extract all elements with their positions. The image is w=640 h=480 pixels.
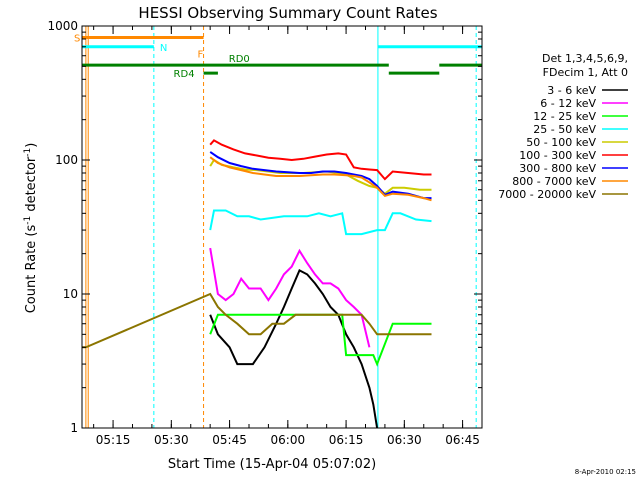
- flag-label: RD4: [174, 69, 195, 80]
- series-line: [82, 292, 432, 349]
- legend-label: 100 - 300 keV: [519, 149, 596, 162]
- legend-label: 6 - 12 keV: [540, 97, 596, 110]
- x-tick-label: 06:30: [387, 433, 422, 447]
- x-tick-label: 06:00: [271, 433, 306, 447]
- flag-label: RD0: [229, 54, 250, 65]
- legend-label: 25 - 50 keV: [533, 123, 596, 136]
- y-tick-label: 10: [63, 287, 78, 301]
- chart-title: HESSI Observing Summary Count Rates: [138, 4, 437, 22]
- series-line: [209, 156, 432, 202]
- flag-label: S: [74, 34, 80, 45]
- x-tick-label: 05:30: [154, 433, 189, 447]
- plot-frame: [81, 25, 483, 429]
- y-tick-label: 1000: [47, 19, 78, 33]
- series-layer: [82, 139, 432, 429]
- legend-label: 50 - 100 keV: [526, 136, 596, 149]
- x-tick-label: 06:45: [445, 433, 480, 447]
- legend: Det 1,3,4,5,6,9, FDecim 1, Att 0 3 - 6 k…: [498, 52, 628, 201]
- footer-date: 8-Apr-2010 02:15: [575, 468, 636, 476]
- x-axis-label: Start Time (15-Apr-04 05:07:02): [168, 457, 376, 472]
- y-axis-label: Count Rate (s-1 detector-1): [23, 143, 39, 314]
- instrument-flags: S N F RD0 RD4: [74, 34, 482, 80]
- axis-ticks: 05:15 05:30 05:45 06:00 06:15 06:30 06:45 1 10 10…: [47, 19, 483, 447]
- series-line: [209, 139, 432, 181]
- legend-label: 300 - 800 keV: [519, 162, 596, 175]
- y-tick-label: 1: [70, 421, 78, 435]
- legend-label: 7000 - 20000 keV: [498, 188, 596, 201]
- x-tick-label: 05:45: [212, 433, 247, 447]
- legend-header-line1: Det 1,3,4,5,6,9,: [542, 52, 628, 65]
- y-tick-label: 100: [55, 153, 78, 167]
- flag-label: N: [160, 43, 167, 54]
- x-tick-label: 06:15: [329, 433, 364, 447]
- legend-label: 800 - 7000 keV: [512, 175, 596, 188]
- legend-header-line2: FDecim 1, Att 0: [543, 66, 628, 79]
- series-line: [209, 209, 432, 236]
- series-line: [209, 247, 371, 348]
- legend-label: 3 - 6 keV: [547, 84, 596, 97]
- series-line: [209, 151, 432, 200]
- x-tick-label: 05:15: [96, 433, 131, 447]
- series-line: [209, 269, 379, 429]
- legend-label: 12 - 25 keV: [533, 110, 596, 123]
- flag-label: F: [198, 50, 204, 61]
